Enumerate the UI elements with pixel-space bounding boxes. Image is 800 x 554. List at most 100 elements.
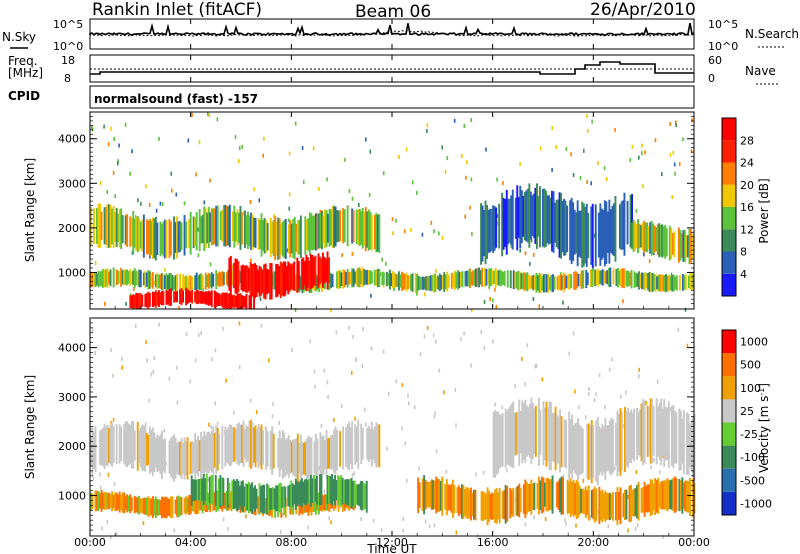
frequency-panel: Freq. [MHz] 18 8 60 0 Nave xyxy=(8,54,778,85)
echo-cell xyxy=(592,489,595,520)
echo-cell xyxy=(552,191,555,253)
time-axis-label: Time UT xyxy=(366,542,417,554)
echo-cell xyxy=(176,496,179,517)
echo-cell xyxy=(562,477,565,515)
scatter-cell xyxy=(245,514,247,519)
echo-cell xyxy=(670,479,673,510)
scatter-cell xyxy=(423,334,426,339)
echo-cell xyxy=(219,294,222,306)
echo-cell xyxy=(126,214,129,248)
echo-cell xyxy=(556,414,559,464)
echo-cell xyxy=(346,269,349,288)
echo-cell xyxy=(201,491,204,514)
echo-cell xyxy=(335,480,338,501)
x-tick-label: 00:00 xyxy=(74,536,106,549)
echo-cell xyxy=(117,494,120,510)
echo-cell xyxy=(284,261,287,296)
scatter-cell xyxy=(131,149,133,154)
echo-cell xyxy=(248,267,250,292)
echo-cell xyxy=(605,425,608,472)
echo-cell xyxy=(148,218,151,257)
echo-cell xyxy=(118,209,121,248)
echo-cell xyxy=(637,219,640,254)
echo-cell xyxy=(622,493,625,518)
echo-cell xyxy=(595,488,598,522)
noise-search-line xyxy=(89,30,695,37)
scatter-cell xyxy=(519,248,521,253)
echo-cell xyxy=(298,442,301,474)
echo-cell xyxy=(512,401,515,469)
scatter-cell xyxy=(669,121,671,126)
echo-cell xyxy=(258,265,261,297)
echo-cell xyxy=(593,486,596,523)
echo-cell xyxy=(106,268,109,288)
echo-cell xyxy=(533,482,536,510)
echo-cell xyxy=(120,426,123,461)
scatter-cell xyxy=(222,326,224,331)
scatter-cell xyxy=(272,402,274,407)
echo-cell xyxy=(453,484,456,514)
echo-cell xyxy=(620,201,623,250)
scatter-cell xyxy=(674,171,676,176)
noise-tick-right-top: 10^5 xyxy=(708,18,738,31)
echo-cell xyxy=(642,399,645,466)
echo-cell xyxy=(159,292,162,305)
echo-cell xyxy=(441,476,444,516)
echo-cell xyxy=(423,277,426,290)
echo-cell xyxy=(367,209,370,251)
echo-cell xyxy=(470,487,472,521)
echo-cell xyxy=(343,209,346,243)
scatter-cell xyxy=(200,331,202,336)
echo-cell xyxy=(118,491,121,513)
scatter-cell xyxy=(187,138,190,143)
echo-cell xyxy=(570,274,573,289)
echo-cell xyxy=(364,207,367,252)
echo-cell xyxy=(633,408,636,462)
echo-cell xyxy=(132,211,135,255)
scatter-cell xyxy=(323,489,326,494)
colorbar-segment xyxy=(722,376,736,400)
scatter-cell xyxy=(286,248,289,253)
echo-cell xyxy=(139,498,142,513)
echo-cell xyxy=(287,261,290,295)
echo-cell xyxy=(474,489,477,521)
scatter-cell xyxy=(496,177,498,182)
echo-cell xyxy=(522,195,525,237)
scatter-cell xyxy=(110,348,112,352)
echo-cell xyxy=(465,487,468,519)
echo-cell xyxy=(227,269,230,287)
echo-cell xyxy=(216,490,219,512)
scatter-cell xyxy=(586,128,589,133)
echo-cell xyxy=(174,499,177,514)
echo-cell xyxy=(183,276,186,291)
scatter-cell xyxy=(222,517,225,522)
echo-cell xyxy=(679,480,682,511)
echo-cell xyxy=(192,496,195,512)
echo-cell xyxy=(254,263,257,299)
echo-cell xyxy=(265,219,268,253)
echo-cell xyxy=(245,293,248,309)
echo-cell xyxy=(147,496,150,517)
echo-cell xyxy=(528,403,531,458)
scatter-cell xyxy=(271,414,274,419)
scatter-cell xyxy=(238,159,240,164)
echo-cell xyxy=(360,423,363,465)
echo-cell xyxy=(574,271,577,290)
echo-cell xyxy=(164,219,166,259)
scatter-cell xyxy=(209,262,212,267)
scatter-cell xyxy=(294,308,297,313)
scatter-cell xyxy=(470,363,472,368)
echo-cell xyxy=(97,490,100,511)
echo-cell xyxy=(182,274,185,293)
x-tick-label: 12:00 xyxy=(376,536,408,549)
echo-cell xyxy=(610,417,613,476)
echo-cell xyxy=(564,200,567,256)
echo-cell xyxy=(627,271,630,287)
scatter-cell xyxy=(208,422,210,427)
echo-cell xyxy=(202,473,205,506)
echo-cell xyxy=(689,273,692,291)
echo-cell xyxy=(331,273,334,288)
echo-cell xyxy=(672,477,675,512)
echo-cell xyxy=(476,268,479,287)
echo-cell xyxy=(522,403,525,460)
